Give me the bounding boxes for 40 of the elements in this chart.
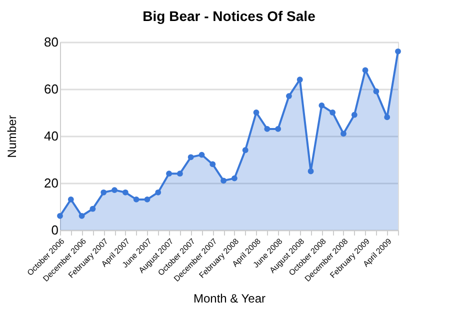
point bbox=[166, 170, 172, 177]
point bbox=[210, 161, 216, 168]
point bbox=[155, 189, 162, 196]
y-axis-title: Number bbox=[5, 115, 20, 158]
point bbox=[231, 175, 238, 182]
point bbox=[242, 147, 248, 154]
point bbox=[351, 112, 358, 118]
point bbox=[57, 212, 63, 219]
point bbox=[198, 152, 205, 158]
point bbox=[122, 189, 128, 196]
y-tick-label: 0 bbox=[51, 222, 58, 238]
point bbox=[100, 189, 107, 196]
x-axis-title: Month & Year bbox=[193, 291, 266, 306]
point bbox=[318, 102, 325, 108]
point bbox=[373, 88, 380, 94]
point bbox=[176, 170, 183, 177]
y-tick-label: 40 bbox=[44, 128, 58, 144]
y-tick-label: 60 bbox=[44, 82, 58, 96]
point bbox=[395, 48, 401, 54]
y-tick-label: 20 bbox=[44, 176, 58, 190]
point bbox=[275, 126, 282, 132]
point bbox=[340, 130, 346, 137]
point bbox=[220, 178, 227, 184]
point bbox=[68, 196, 74, 202]
point bbox=[133, 196, 140, 202]
point bbox=[308, 168, 314, 174]
point bbox=[253, 110, 260, 116]
chart-title: Big Bear - Notices Of Sale bbox=[142, 8, 316, 24]
point bbox=[90, 206, 96, 212]
point bbox=[264, 126, 270, 132]
point bbox=[188, 154, 194, 160]
point bbox=[78, 212, 85, 219]
point bbox=[362, 67, 368, 74]
point bbox=[296, 76, 303, 83]
point bbox=[286, 93, 292, 99]
point bbox=[144, 196, 150, 202]
point bbox=[384, 114, 390, 120]
y-tick-label: 80 bbox=[44, 34, 58, 50]
point bbox=[330, 110, 336, 116]
point bbox=[112, 187, 118, 193]
